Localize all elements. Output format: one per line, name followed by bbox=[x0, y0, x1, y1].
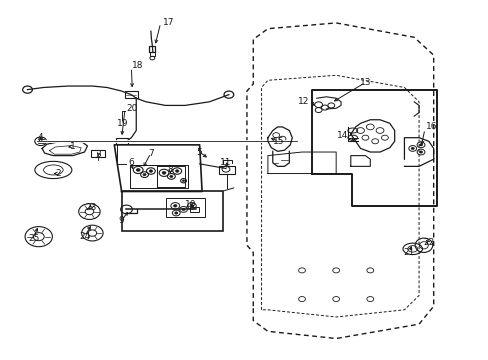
Circle shape bbox=[149, 170, 152, 172]
Circle shape bbox=[182, 208, 185, 211]
Text: 12: 12 bbox=[297, 97, 308, 106]
Bar bbox=[219, 166, 234, 174]
Text: 24: 24 bbox=[79, 232, 90, 241]
Circle shape bbox=[169, 175, 173, 177]
Circle shape bbox=[190, 204, 193, 207]
Text: 23: 23 bbox=[85, 203, 97, 212]
Bar bbox=[157, 166, 184, 187]
Circle shape bbox=[175, 170, 179, 172]
Bar bbox=[149, 46, 155, 52]
Text: 7: 7 bbox=[148, 149, 153, 158]
Circle shape bbox=[136, 168, 140, 171]
Text: 2: 2 bbox=[55, 169, 61, 178]
Bar bbox=[91, 149, 104, 157]
Text: 16: 16 bbox=[425, 122, 436, 131]
Circle shape bbox=[173, 204, 177, 207]
Text: 22: 22 bbox=[422, 238, 433, 247]
Circle shape bbox=[182, 180, 184, 181]
Text: 21: 21 bbox=[403, 248, 414, 257]
Bar bbox=[166, 198, 205, 217]
Bar bbox=[130, 165, 157, 188]
Text: 20: 20 bbox=[126, 104, 138, 113]
Text: 13: 13 bbox=[359, 78, 370, 87]
Circle shape bbox=[419, 151, 422, 153]
Text: 15: 15 bbox=[272, 137, 284, 146]
Bar bbox=[189, 207, 198, 212]
Bar bbox=[122, 192, 222, 231]
Circle shape bbox=[142, 174, 146, 176]
Circle shape bbox=[419, 144, 422, 146]
Bar bbox=[124, 91, 138, 98]
Text: 3: 3 bbox=[95, 150, 101, 159]
Text: 25: 25 bbox=[28, 234, 40, 243]
Circle shape bbox=[162, 171, 165, 174]
Bar bbox=[38, 139, 43, 143]
Text: 11: 11 bbox=[220, 158, 231, 167]
Bar bbox=[150, 52, 155, 56]
Text: 1: 1 bbox=[70, 142, 76, 151]
Text: 5: 5 bbox=[196, 148, 202, 157]
Text: 6: 6 bbox=[128, 158, 134, 167]
Text: 4: 4 bbox=[38, 133, 43, 142]
Text: 14: 14 bbox=[337, 131, 348, 140]
Text: 17: 17 bbox=[162, 18, 174, 27]
Text: 10: 10 bbox=[185, 200, 196, 209]
Text: 9: 9 bbox=[119, 216, 124, 225]
Bar bbox=[115, 138, 127, 144]
Circle shape bbox=[174, 212, 178, 214]
Text: 19: 19 bbox=[117, 119, 128, 128]
Text: 18: 18 bbox=[132, 61, 143, 70]
Bar bbox=[130, 165, 188, 188]
Circle shape bbox=[410, 147, 413, 150]
Text: 8: 8 bbox=[167, 165, 173, 174]
